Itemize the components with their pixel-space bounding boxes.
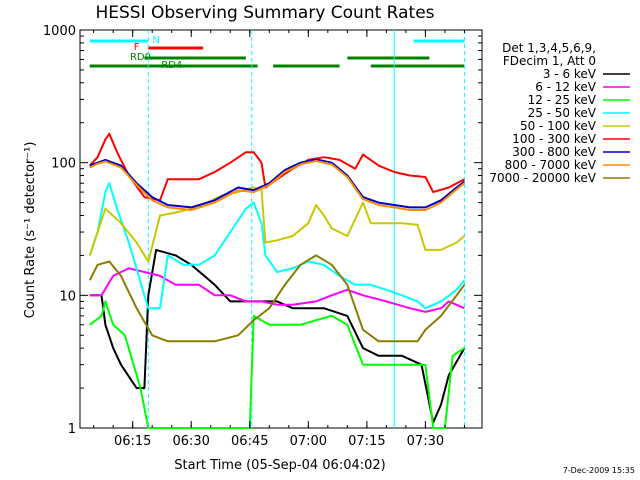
legend: Det 1,3,4,5,6,9,FDecim 1, Att 03 - 6 keV… — [489, 41, 630, 185]
x-axis-label: Start Time (05-Sep-04 06:04:02) — [174, 458, 385, 473]
series-line-8 — [88, 254, 466, 343]
y-tick-label: 10 — [59, 289, 76, 304]
series-line-3 — [88, 182, 466, 310]
legend-label: 800 - 7000 keV — [505, 158, 597, 172]
chart-title: HESSI Observing Summary Count Rates — [95, 3, 434, 23]
y-tick-label: 1 — [68, 422, 76, 437]
x-tick-label: 07:30 — [407, 434, 444, 449]
state-bar-label-rd0: RD0 — [130, 52, 151, 63]
legend-label: 100 - 300 keV — [512, 132, 596, 146]
state-bar-label-f: F — [134, 42, 140, 53]
legend-label: 3 - 6 keV — [543, 67, 597, 81]
legend-header: Det 1,3,4,5,6,9, — [502, 41, 596, 55]
legend-label: 50 - 100 keV — [520, 119, 597, 133]
timestamp: 7-Dec-2009 15:35 — [563, 466, 635, 475]
x-tick-label: 07:00 — [290, 434, 327, 449]
legend-label: 7000 - 20000 keV — [489, 171, 596, 185]
series-line-6 — [89, 158, 466, 209]
legend-header: FDecim 1, Att 0 — [503, 54, 596, 68]
state-bar-label-rd4: RD4 — [161, 60, 182, 71]
plot-frame — [79, 29, 483, 429]
series-line-4 — [88, 186, 466, 263]
x-tick-label: 06:45 — [231, 434, 268, 449]
legend-label: 25 - 50 keV — [528, 106, 597, 120]
legend-label: 6 - 12 keV — [535, 80, 597, 94]
series-line-0 — [89, 248, 466, 424]
legend-label: 300 - 800 keV — [512, 145, 596, 159]
y-tick-label: 1000 — [43, 24, 76, 39]
x-tick-label: 07:15 — [348, 434, 385, 449]
legend-label: 12 - 25 keV — [528, 93, 597, 107]
series-line-1 — [89, 267, 465, 313]
state-bar-label-n: N — [152, 35, 159, 46]
x-tick-label: 06:30 — [172, 434, 209, 449]
series-line-2 — [89, 300, 465, 429]
y-axis-label: Count Rate (s⁻¹ detector⁻¹) — [23, 142, 38, 319]
y-tick-label: 100 — [51, 157, 76, 172]
series-line-7 — [89, 160, 466, 211]
x-tick-label: 06:15 — [114, 434, 151, 449]
